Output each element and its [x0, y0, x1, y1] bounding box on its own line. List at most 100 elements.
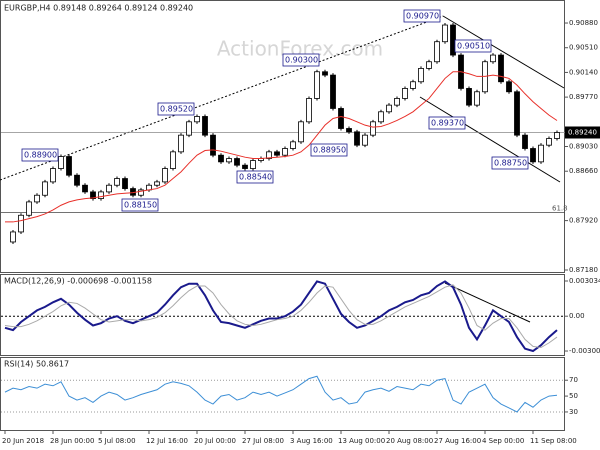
candle-body	[442, 24, 448, 43]
candle-body	[26, 201, 32, 216]
x-tick-label: 20 Jul 00:00	[194, 437, 236, 445]
annotation-box	[403, 9, 441, 23]
candle-body	[426, 61, 432, 69]
candle-body	[90, 191, 96, 199]
candle-body	[250, 160, 256, 169]
annotation: 0.90300	[285, 56, 318, 65]
candle-body	[154, 181, 160, 186]
x-tick-label: 20 Aug 08:00	[386, 437, 433, 445]
channel-upper	[442, 15, 565, 89]
candle-body	[274, 151, 280, 156]
x-tick-label: 3 Aug 16:00	[290, 437, 333, 445]
candle-body	[298, 121, 304, 143]
rsi-title: RSI(14) 50.8617	[4, 360, 69, 369]
price-panel	[0, 0, 565, 273]
candle-body	[170, 151, 176, 169]
candle-body	[330, 74, 336, 109]
candle-body	[66, 156, 72, 176]
candle-body	[18, 214, 24, 233]
y-tick-label: -0.003001	[569, 347, 600, 355]
y-tick-label: 30	[569, 408, 578, 416]
candle-body	[186, 121, 192, 136]
y-tick-label: 0.87180	[569, 266, 598, 274]
y-tick-label: 0.90880	[569, 19, 598, 27]
indicator-line	[4, 375, 558, 413]
candle-body	[530, 148, 536, 163]
annotation: 0.90970	[406, 12, 439, 21]
candle-body	[322, 71, 328, 76]
candle-body	[354, 131, 360, 146]
candle-body	[242, 164, 248, 169]
candle-body	[114, 178, 120, 186]
x-tick-label: 27 Aug 16:00	[434, 437, 481, 445]
current-price-box	[565, 126, 600, 139]
candle-body	[434, 41, 440, 63]
annotation-box	[21, 148, 59, 162]
candle-body	[506, 81, 512, 93]
x-tick-label: 12 Jul 16:00	[146, 437, 188, 445]
channel-lower	[419, 96, 561, 183]
annotation-box	[428, 116, 466, 130]
candle-body	[178, 134, 184, 153]
x-tick-label: 27 Jul 08:00	[242, 437, 284, 445]
candle-body	[266, 151, 272, 159]
annotation: 0.88750	[494, 159, 527, 168]
fib-label: 61.8	[552, 205, 568, 213]
y-tick-label: 0.90510	[569, 44, 598, 52]
x-tick-label: 11 Sep 08:00	[530, 437, 577, 445]
candle-body	[282, 148, 288, 156]
candle-body	[194, 116, 200, 123]
annotation: 0.89370	[431, 119, 464, 128]
candle-body	[370, 121, 376, 136]
price-title: EURGBP,H4 0.89148 0.89264 0.89124 0.8924…	[4, 4, 193, 13]
indicator-line	[4, 284, 558, 349]
trend-line	[0, 15, 444, 181]
y-tick-label: 0.89030	[569, 143, 598, 151]
macd-title: MACD(12,26,9) -0.000698 -0.001158	[4, 277, 152, 286]
y-tick-label: 0.90140	[569, 68, 598, 76]
annotation: 0.88950	[313, 146, 346, 155]
candle-body	[514, 91, 520, 136]
annotation-box	[121, 198, 159, 212]
candle-body	[418, 68, 424, 83]
candle-body	[42, 181, 48, 196]
y-tick-label: 50	[569, 392, 578, 400]
candle-body	[386, 104, 392, 113]
x-tick-label: 20 Jun 2018	[2, 437, 44, 445]
candle-body	[314, 71, 320, 99]
candle-body	[466, 88, 472, 106]
annotation-box	[157, 102, 195, 116]
candle-body	[82, 184, 88, 193]
y-tick-label: 0.003034	[569, 277, 600, 285]
x-tick-label: 5 Jul 08:00	[98, 437, 136, 445]
annotation: 0.88540	[239, 173, 272, 182]
y-tick-label: 0.89770	[569, 93, 598, 101]
candle-body	[338, 108, 344, 129]
candle-body	[378, 111, 384, 123]
rsi-panel	[0, 357, 565, 431]
y-tick-label: 0.88660	[569, 167, 598, 175]
candle-body	[538, 144, 544, 163]
y-tick-label: 70	[569, 376, 578, 384]
macd-trend-line	[444, 282, 531, 323]
candle-body	[74, 174, 80, 186]
annotation-box	[236, 170, 274, 184]
candle-body	[522, 134, 528, 149]
candle-body	[402, 88, 408, 99]
candle-body	[218, 154, 224, 163]
candle-body	[202, 116, 208, 136]
candle-body	[234, 158, 240, 166]
annotation: 0.88900	[24, 151, 57, 160]
candle-body	[490, 54, 496, 63]
candle-body	[290, 141, 296, 149]
candle-body	[106, 184, 112, 193]
annotation-box	[491, 156, 529, 170]
moving-average	[5, 71, 558, 223]
annotation: 0.88150	[124, 201, 157, 210]
annotation-box	[454, 39, 492, 53]
candle-body	[498, 54, 504, 83]
indicator-line	[4, 280, 558, 353]
annotation-box	[282, 53, 320, 67]
macd-panel	[0, 274, 565, 356]
